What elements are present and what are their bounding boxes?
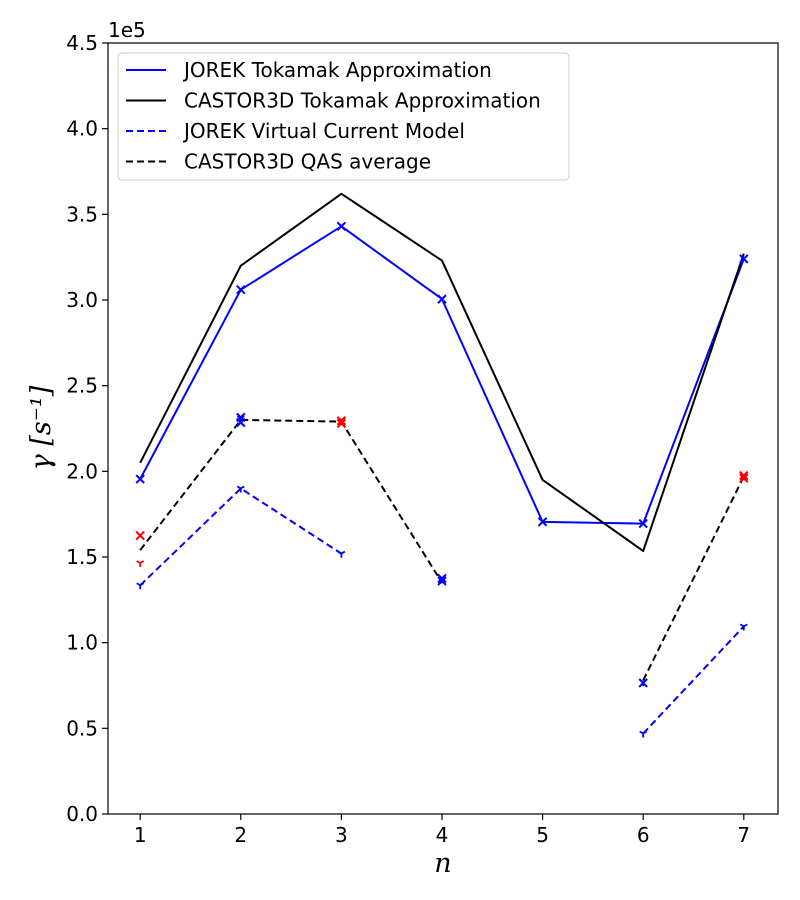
x-tick-label-7: 7	[737, 823, 750, 847]
jorek-virtual-current-model-line-0	[139, 487, 342, 587]
jorek-tokamak-approximation-point-0-6	[739, 254, 749, 264]
extra-marker-2-1	[438, 576, 446, 584]
extra-marker-1-0	[135, 530, 145, 541]
castor3d-qas-average-line-0	[139, 418, 443, 584]
jorek-virtual-current-model-line-1	[642, 625, 745, 735]
y-tick-label-6: 3.0	[66, 288, 98, 312]
plot-frame	[107, 42, 779, 815]
y-tick-label-5: 2.5	[66, 374, 98, 398]
y-tick-label-8: 4.0	[66, 117, 98, 141]
legend-label-jorek-virtual-current-model: JOREK Virtual Current Model	[182, 119, 465, 143]
y-tick-label-0: 0.0	[66, 802, 98, 826]
x-axis: 1 2 3 4 5 6 7	[134, 814, 750, 847]
y-tick-label-7: 3.5	[66, 202, 98, 226]
jorek-tokamak-approximation-point-0-3	[437, 294, 447, 304]
castor3d-qas-average-line-1	[642, 476, 745, 681]
jorek-virtual-current-model-point-0-0	[136, 582, 145, 590]
legend-label-castor3d-tokamak-approximation: CASTOR3D Tokamak Approximation	[184, 89, 541, 113]
jorek-tokamak-approximation-point-0-0	[135, 474, 145, 484]
jorek-virtual-current-model-point-0-2	[337, 550, 346, 558]
jorek-tokamak-approximation-point-0-2	[336, 221, 347, 232]
castor3d-tokamak-approximation-line-0	[139, 192, 745, 552]
extra-marker-3-2	[739, 473, 748, 481]
y-tick-label-3: 1.5	[66, 545, 98, 569]
y-axis-label: γ [s⁻¹]	[26, 385, 57, 470]
y-tick-label-2: 1.0	[66, 631, 98, 655]
extra-marker-3-0	[136, 560, 145, 567]
jorek-tokamak-approximation-point-0-1	[236, 285, 246, 295]
legend-label-jorek-tokamak-approximation: JOREK Tokamak Approximation	[182, 58, 492, 82]
x-tick-label-1: 1	[134, 823, 147, 847]
legend: JOREK Tokamak Approximation CASTOR3D Toka…	[117, 52, 570, 181]
y-axis: 0.0 0.5 1.0 1.5 2.0 2.5 3.0 3.5 4.0 4.5	[66, 31, 108, 826]
extra-marker-0-1	[236, 417, 246, 428]
x-tick-label-4: 4	[436, 823, 449, 847]
extra-marker-2-0	[236, 415, 245, 423]
marker-layer	[135, 221, 749, 738]
jorek-tokamak-approximation-point-0-5	[638, 518, 648, 529]
jorek-tokamak-approximation-point-0-4	[537, 517, 548, 527]
jorek-virtual-current-model-point-1-0	[639, 730, 648, 738]
x-tick-label-2: 2	[234, 823, 247, 847]
x-axis-label: n	[434, 848, 451, 879]
x-tick-label-3: 3	[335, 823, 348, 847]
y-tick-label-9: 4.5	[66, 31, 98, 55]
extra-marker-3-1	[337, 417, 346, 424]
legend-label-castor3d-qas-average: CASTOR3D QAS average	[184, 150, 431, 174]
y-tick-label-4: 2.0	[66, 459, 98, 483]
jorek-virtual-current-model-point-0-1	[236, 485, 245, 493]
y-offset-text: 1e5	[108, 18, 146, 42]
x-tick-label-6: 6	[637, 823, 650, 847]
extra-marker-2-2	[639, 679, 648, 687]
legend-box	[117, 52, 570, 181]
x-tick-label-5: 5	[536, 823, 549, 847]
jorek-virtual-current-model-point-1-1	[739, 623, 748, 631]
y-tick-label-1: 0.5	[66, 716, 98, 740]
